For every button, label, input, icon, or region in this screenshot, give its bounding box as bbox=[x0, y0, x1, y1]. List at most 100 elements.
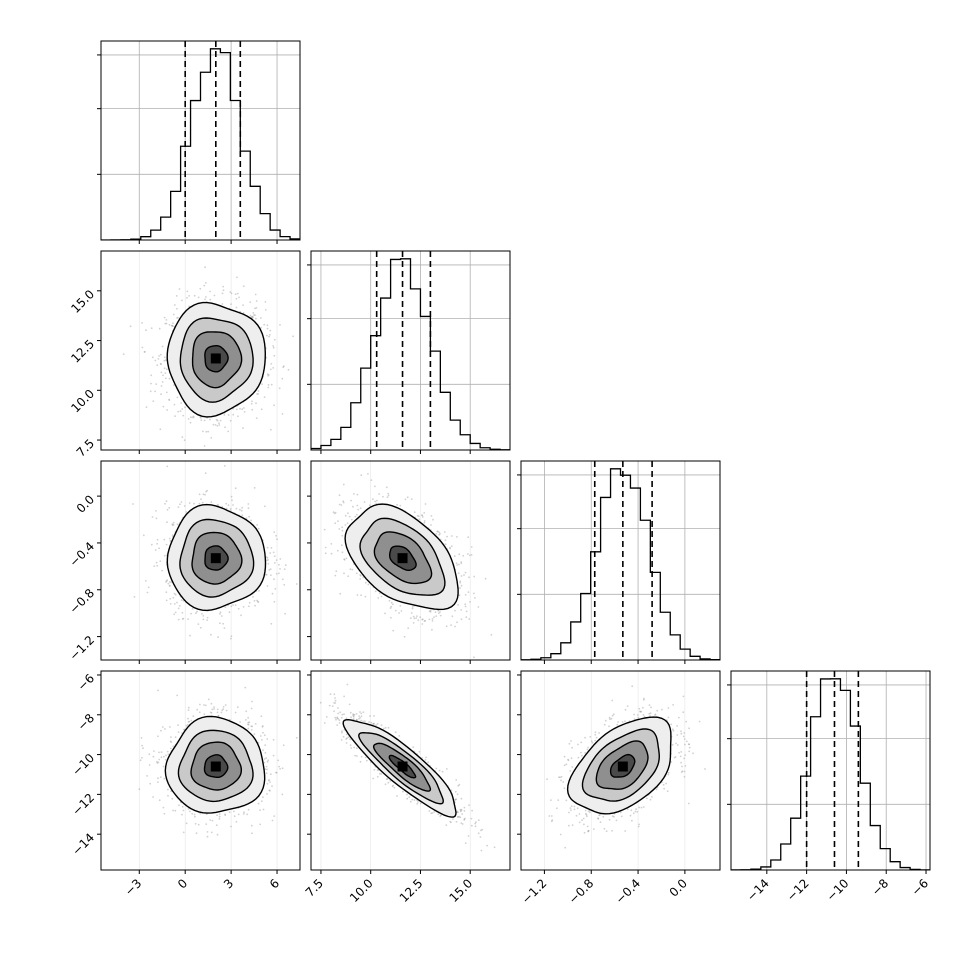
sample-point bbox=[207, 430, 210, 433]
sample-point bbox=[189, 634, 191, 637]
sample-point bbox=[468, 576, 470, 579]
sample-point bbox=[423, 521, 426, 524]
sample-point bbox=[188, 720, 191, 723]
sample-point bbox=[439, 532, 441, 535]
sample-point bbox=[181, 299, 183, 302]
ytick-label-2-0: −1.2 bbox=[67, 633, 98, 664]
contours-2-1 bbox=[344, 503, 459, 611]
sample-point bbox=[187, 808, 190, 810]
sample-point bbox=[162, 405, 165, 408]
sample-point bbox=[164, 728, 166, 730]
sample-point bbox=[199, 626, 202, 629]
sample-point bbox=[172, 313, 175, 316]
sample-point bbox=[374, 590, 377, 593]
sample-point bbox=[431, 618, 434, 620]
sample-point bbox=[421, 618, 424, 621]
sample-point bbox=[141, 346, 144, 349]
sample-point bbox=[195, 832, 198, 835]
sample-point bbox=[238, 296, 240, 299]
sample-point bbox=[191, 416, 194, 419]
sample-point bbox=[159, 776, 162, 778]
sample-point bbox=[213, 706, 215, 708]
sample-point bbox=[473, 656, 475, 659]
sample-point bbox=[193, 813, 196, 816]
sample-point bbox=[150, 327, 153, 330]
contours-2-0 bbox=[166, 503, 267, 612]
sample-point bbox=[231, 499, 233, 502]
sample-point bbox=[163, 367, 166, 370]
sample-point bbox=[270, 383, 273, 386]
sample-point bbox=[267, 562, 270, 565]
histogram-0 bbox=[101, 48, 300, 240]
sample-point bbox=[254, 314, 256, 316]
sample-point bbox=[282, 366, 285, 369]
sample-point bbox=[458, 553, 461, 556]
sample-point bbox=[387, 494, 390, 497]
sample-point bbox=[230, 605, 233, 608]
sample-point bbox=[156, 762, 159, 764]
sample-point bbox=[287, 368, 290, 371]
sample-point bbox=[270, 363, 273, 365]
sample-point bbox=[165, 500, 168, 503]
sample-point bbox=[455, 562, 458, 564]
sample-point bbox=[364, 581, 367, 584]
sample-point bbox=[419, 616, 422, 618]
sample-point bbox=[172, 322, 174, 324]
sample-point bbox=[283, 583, 286, 586]
sample-point bbox=[467, 553, 469, 555]
sample-point bbox=[270, 574, 272, 576]
sample-point bbox=[150, 374, 153, 377]
sample-point bbox=[153, 565, 156, 567]
sample-point bbox=[340, 544, 343, 547]
sample-point bbox=[359, 574, 361, 576]
sample-point bbox=[438, 612, 440, 614]
ytick-label-2-2: −0.4 bbox=[67, 539, 98, 570]
sample-point bbox=[161, 726, 164, 728]
sample-point bbox=[257, 601, 260, 603]
sample-point bbox=[413, 511, 416, 514]
sample-point bbox=[148, 764, 151, 766]
sample-point bbox=[416, 615, 418, 617]
sample-point bbox=[147, 586, 150, 589]
sample-point bbox=[243, 407, 245, 409]
sample-point bbox=[341, 534, 344, 537]
sample-point bbox=[459, 580, 462, 583]
sample-point bbox=[283, 568, 286, 570]
sample-point bbox=[295, 583, 298, 585]
sample-point bbox=[436, 530, 439, 533]
sample-point bbox=[410, 498, 413, 500]
panel-1-1 bbox=[307, 250, 511, 454]
sample-point bbox=[209, 298, 212, 301]
sample-point bbox=[457, 572, 460, 575]
sample-point bbox=[428, 610, 431, 613]
sample-point bbox=[459, 581, 462, 584]
sample-point bbox=[241, 506, 244, 509]
sample-point bbox=[163, 812, 166, 815]
sample-point bbox=[255, 306, 258, 309]
sample-point bbox=[261, 383, 263, 385]
sample-point bbox=[173, 403, 176, 406]
sample-point bbox=[191, 812, 194, 815]
sample-point bbox=[205, 490, 208, 493]
sample-point bbox=[235, 297, 238, 300]
sample-point bbox=[437, 609, 439, 612]
sample-point bbox=[202, 493, 205, 496]
sample-point bbox=[154, 549, 157, 551]
sample-point bbox=[421, 516, 424, 518]
sample-point bbox=[400, 610, 403, 612]
sample-point bbox=[281, 413, 284, 415]
sample-point bbox=[189, 416, 192, 419]
sample-point bbox=[230, 495, 233, 498]
sample-point bbox=[458, 594, 461, 597]
sample-point bbox=[341, 551, 344, 554]
sample-point bbox=[386, 496, 389, 498]
sample-point bbox=[438, 531, 441, 534]
sample-point bbox=[163, 356, 166, 359]
sample-point bbox=[186, 297, 188, 299]
sample-point bbox=[213, 294, 216, 297]
sample-point bbox=[254, 293, 257, 296]
sample-point bbox=[174, 611, 177, 614]
panel-frame-1-1 bbox=[310, 250, 511, 451]
sample-point bbox=[163, 538, 166, 541]
sample-point bbox=[165, 543, 168, 546]
